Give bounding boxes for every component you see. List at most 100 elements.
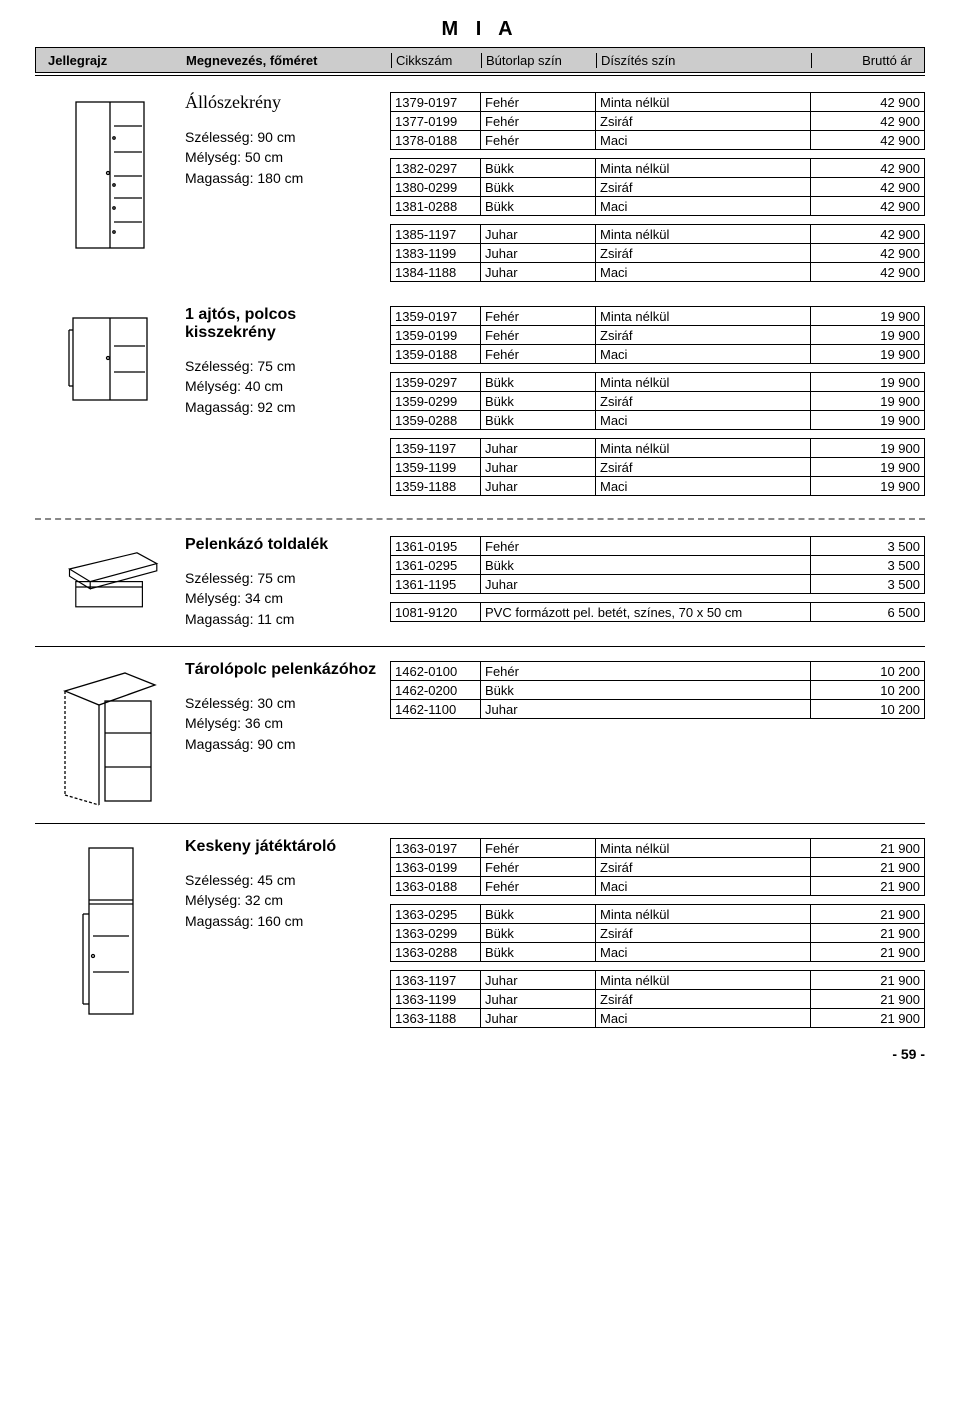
table-row: 1462-0200Bükk10 200 xyxy=(391,681,925,700)
cell-sku: 1363-1188 xyxy=(391,1009,481,1028)
product-section: Tárolópolc pelenkázóhozSzélesség: 30 cmM… xyxy=(35,646,925,807)
cell-price: 21 900 xyxy=(811,1009,925,1028)
table-row: 1361-0195Fehér3 500 xyxy=(391,537,925,556)
product-title: Pelenkázó toldalék xyxy=(185,536,378,554)
cell-decoration: Minta nélkül xyxy=(596,307,811,326)
product-data-block: 1359-0197FehérMinta nélkül19 9001359-019… xyxy=(390,306,925,504)
cell-decoration: Maci xyxy=(596,477,811,496)
cell-material: Bükk xyxy=(481,943,596,962)
product-section: Pelenkázó toldalék Szélesség: 75 cmMélysé… xyxy=(35,536,925,630)
cell-decoration: Maci xyxy=(596,345,811,364)
table-row: 1381-0288BükkMaci42 900 xyxy=(391,197,925,216)
drawing-shelf-icon xyxy=(35,661,185,807)
dimension-line: Szélesség: 75 cm xyxy=(185,356,378,376)
cell-material: Fehér xyxy=(481,537,811,556)
dimension-line: Magasság: 160 cm xyxy=(185,911,378,931)
page-title: M I A xyxy=(35,18,925,41)
cell-price: 19 900 xyxy=(811,458,925,477)
table-row: 1359-0197FehérMinta nélkül19 900 xyxy=(391,307,925,326)
cell-material: Juhar xyxy=(481,263,596,282)
cell-sku: 1363-1197 xyxy=(391,971,481,990)
cell-material: Fehér xyxy=(481,858,596,877)
cell-sku: 1377-0199 xyxy=(391,112,481,131)
cell-price: 6 500 xyxy=(811,603,925,622)
dimension-line: Magasság: 92 cm xyxy=(185,397,378,417)
table-row: 1384-1188JuharMaci42 900 xyxy=(391,263,925,282)
cell-sku: 1359-1199 xyxy=(391,458,481,477)
dimension-line: Mélység: 50 cm xyxy=(185,147,378,167)
table-row: 1378-0188FehérMaci42 900 xyxy=(391,131,925,150)
cell-material: Bükk xyxy=(481,159,596,178)
product-dimensions: Szélesség: 75 cmMélység: 40 cmMagasság: … xyxy=(185,356,378,417)
dimension-line: Mélység: 40 cm xyxy=(185,376,378,396)
cell-sku: 1462-0200 xyxy=(391,681,481,700)
cell-material: Juhar xyxy=(481,225,596,244)
cell-decoration: Maci xyxy=(596,263,811,282)
price-table: 1382-0297BükkMinta nélkül42 9001380-0299… xyxy=(390,158,925,216)
dimension-line: Mélység: 36 cm xyxy=(185,713,378,733)
cell-sku: 1363-0295 xyxy=(391,905,481,924)
cell-material: Fehér xyxy=(481,93,596,112)
table-row: 1462-0100Fehér10 200 xyxy=(391,662,925,681)
header-drawing: Jellegrajz xyxy=(36,53,186,68)
cell-sku: 1363-0299 xyxy=(391,924,481,943)
cell-decoration: Zsiráf xyxy=(596,392,811,411)
cell-sku: 1381-0288 xyxy=(391,197,481,216)
product-section: ÁllószekrénySzélesség: 90 cmMélység: 50 … xyxy=(35,92,925,290)
cell-material: Bükk xyxy=(481,392,596,411)
cell-sku: 1380-0299 xyxy=(391,178,481,197)
cell-price: 21 900 xyxy=(811,905,925,924)
cell-material: Bükk xyxy=(481,681,811,700)
table-row: 1359-1188JuharMaci19 900 xyxy=(391,477,925,496)
cell-price: 42 900 xyxy=(811,263,925,282)
cell-material: Bükk xyxy=(481,411,596,430)
price-table: 1081-9120PVC formázott pel. betét, színe… xyxy=(390,602,925,622)
product-meta: Tárolópolc pelenkázóhozSzélesség: 30 cmM… xyxy=(185,661,390,807)
cell-material: Juhar xyxy=(481,439,596,458)
table-row: 1363-0299BükkZsiráf21 900 xyxy=(391,924,925,943)
cell-price: 42 900 xyxy=(811,225,925,244)
cell-price: 10 200 xyxy=(811,700,925,719)
dimension-line: Magasság: 90 cm xyxy=(185,734,378,754)
cell-decoration: Maci xyxy=(596,197,811,216)
price-table: 1361-0195Fehér3 5001361-0295Bükk3 500136… xyxy=(390,536,925,594)
price-table: 1462-0100Fehér10 2001462-0200Bükk10 2001… xyxy=(390,661,925,719)
cell-price: 42 900 xyxy=(811,131,925,150)
cell-price: 21 900 xyxy=(811,839,925,858)
cell-material: Fehér xyxy=(481,662,811,681)
table-row: 1359-1199JuharZsiráf19 900 xyxy=(391,458,925,477)
table-row: 1363-0199FehérZsiráf21 900 xyxy=(391,858,925,877)
cell-decoration: Minta nélkül xyxy=(596,905,811,924)
product-dimensions: Szélesség: 90 cmMélység: 50 cmMagasság: … xyxy=(185,127,378,188)
table-row: 1363-1188JuharMaci21 900 xyxy=(391,1009,925,1028)
cell-sku: 1359-0288 xyxy=(391,411,481,430)
cell-material: Fehér xyxy=(481,326,596,345)
price-table: 1359-0297BükkMinta nélkül19 9001359-0299… xyxy=(390,372,925,430)
cell-decoration: Zsiráf xyxy=(596,112,811,131)
cell-sku: 1382-0297 xyxy=(391,159,481,178)
cell-price: 42 900 xyxy=(811,159,925,178)
cell-sku: 1361-0195 xyxy=(391,537,481,556)
table-row: 1359-0199FehérZsiráf19 900 xyxy=(391,326,925,345)
column-header-row: Jellegrajz Megnevezés, főméret Cikkszám … xyxy=(35,47,925,73)
cell-material: PVC formázott pel. betét, színes, 70 x 5… xyxy=(481,603,811,622)
cell-price: 42 900 xyxy=(811,112,925,131)
cell-decoration: Minta nélkül xyxy=(596,93,811,112)
cell-decoration: Minta nélkül xyxy=(596,971,811,990)
cell-price: 21 900 xyxy=(811,924,925,943)
dimension-line: Szélesség: 90 cm xyxy=(185,127,378,147)
cell-material: Juhar xyxy=(481,575,811,594)
cell-sku: 1359-0297 xyxy=(391,373,481,392)
price-table: 1363-0197FehérMinta nélkül21 9001363-019… xyxy=(390,838,925,896)
cell-material: Fehér xyxy=(481,112,596,131)
cell-material: Fehér xyxy=(481,307,596,326)
product-dimensions: Szélesség: 75 cmMélység: 34 cmMagasság: … xyxy=(185,568,378,629)
cell-sku: 1359-1188 xyxy=(391,477,481,496)
table-row: 1359-0299BükkZsiráf19 900 xyxy=(391,392,925,411)
cell-sku: 1384-1188 xyxy=(391,263,481,282)
drawing-tall-narrow-icon xyxy=(35,838,185,1036)
product-title: Keskeny játéktároló xyxy=(185,838,378,856)
cell-price: 19 900 xyxy=(811,326,925,345)
cell-material: Bükk xyxy=(481,556,811,575)
cell-price: 10 200 xyxy=(811,681,925,700)
